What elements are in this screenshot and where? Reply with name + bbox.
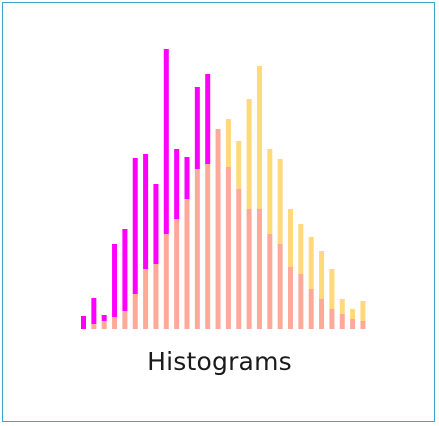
histogram-bar-series-a <box>153 184 159 264</box>
histogram-bar-series-b <box>256 66 262 209</box>
histogram-bar-overlap <box>308 289 314 329</box>
histogram-bar-series-a <box>112 244 118 317</box>
histogram-bar-overlap <box>329 309 335 329</box>
histogram-bar-series-a <box>194 87 200 169</box>
histogram-bar-overlap <box>236 189 242 329</box>
histogram-bar-series-b <box>339 299 345 314</box>
histogram-thumbnail <box>81 49 366 329</box>
histogram-bar-overlap <box>350 319 356 329</box>
histogram-bar-series-b <box>308 237 314 289</box>
histograms-tile[interactable]: Histograms <box>2 2 435 422</box>
histogram-bar-overlap <box>184 199 190 329</box>
histogram-bar-series-b <box>246 99 252 209</box>
histogram-bar-overlap <box>298 274 304 329</box>
histogram-bar-overlap <box>256 209 262 329</box>
histogram-bar-overlap <box>360 321 366 329</box>
histogram-bar-series-b <box>267 149 273 234</box>
histogram-bar-series-a <box>81 316 86 329</box>
histogram-bar-overlap <box>122 311 128 329</box>
histogram-bar-overlap <box>174 219 180 329</box>
histogram-bar-series-b <box>225 119 231 167</box>
histogram-bar-overlap <box>101 321 107 329</box>
histogram-bar-overlap <box>246 209 252 329</box>
histogram-bar-series-b <box>288 209 293 267</box>
histogram-bar-overlap <box>215 129 221 329</box>
histogram-bar-overlap <box>339 314 345 329</box>
histogram-bar-overlap <box>91 324 97 329</box>
histogram-bar-series-a <box>91 298 97 324</box>
histogram-bar-series-b <box>329 269 335 309</box>
histogram-bar-overlap <box>143 269 149 329</box>
histogram-bar-overlap <box>112 317 118 329</box>
histogram-bar-overlap <box>153 264 159 329</box>
histogram-bar-overlap <box>277 244 283 329</box>
histogram-bar-overlap <box>194 169 200 329</box>
histogram-bar-series-a <box>122 229 128 311</box>
histogram-bar-series-a <box>101 315 107 321</box>
histogram-bar-overlap <box>205 164 211 329</box>
histogram-bar-series-b <box>277 159 283 244</box>
histogram-bar-series-b <box>360 301 366 321</box>
histogram-bar-series-a <box>184 157 190 199</box>
histogram-bar-overlap <box>319 299 325 329</box>
histogram-bar-overlap <box>163 234 169 329</box>
histogram-bar-series-a <box>143 154 149 269</box>
histogram-bar-overlap <box>225 167 231 329</box>
histogram-bar-series-a <box>174 149 180 219</box>
histogram-bar-series-b <box>350 309 356 319</box>
histogram-bar-series-a <box>132 158 138 294</box>
histogram-bar-series-b <box>319 251 325 299</box>
histogram-bar-overlap <box>288 267 293 329</box>
tile-caption: Histograms <box>147 347 292 376</box>
histogram-bar-series-a <box>205 74 211 164</box>
histogram-bar-series-a <box>163 49 169 234</box>
histogram-bar-overlap <box>267 234 273 329</box>
histogram-bar-series-b <box>236 141 242 189</box>
histogram-bar-overlap <box>132 294 138 329</box>
histogram-bar-series-b <box>298 224 304 274</box>
